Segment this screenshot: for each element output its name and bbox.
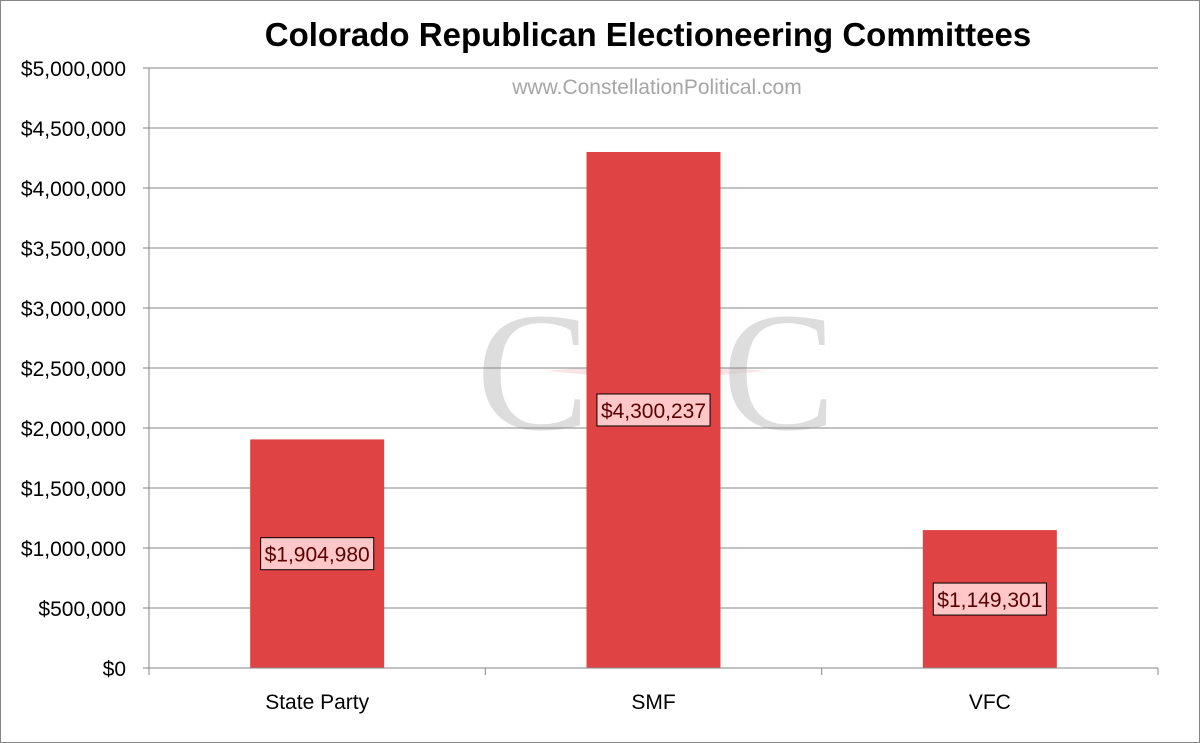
y-tick-label: $1,000,000 <box>21 538 126 561</box>
y-tick-label: $5,000,000 <box>21 58 126 81</box>
x-category-label: VFC <box>969 691 1011 714</box>
data-labels: $1,904,980 $4,300,237 $1,149,301 <box>260 393 1047 616</box>
data-label: $4,300,237 <box>596 393 711 427</box>
x-axis-category-labels: State Party SMF VFC <box>265 691 1011 714</box>
y-axis-tick-labels: $0 $500,000 $1,000,000 $1,500,000 $2,000,000… <box>21 58 126 681</box>
chart-title: Colorado Republican Electioneering Commi… <box>265 16 1031 53</box>
data-label-box <box>596 393 711 427</box>
data-label-box <box>932 582 1047 616</box>
chart-subtitle: www.ConstellationPolitical.com <box>511 76 801 99</box>
y-tick-label: $0 <box>103 658 126 681</box>
y-tick-label: $4,000,000 <box>21 178 126 201</box>
y-tick-label: $3,500,000 <box>21 238 126 261</box>
watermark-letter: C <box>722 278 835 466</box>
y-tick-label: $1,500,000 <box>21 478 126 501</box>
data-label-box <box>260 537 375 571</box>
axes <box>143 68 1159 675</box>
y-tick-label: $3,000,000 <box>21 298 126 321</box>
data-label-text: $1,904,980 <box>265 544 370 567</box>
data-label-text: $1,149,301 <box>937 589 1042 612</box>
data-label-text: $4,300,237 <box>601 400 706 423</box>
y-tick-label: $500,000 <box>38 598 126 621</box>
x-category-label: SMF <box>631 691 675 714</box>
y-tick-label: $4,500,000 <box>21 118 126 141</box>
y-tick-label: $2,500,000 <box>21 358 126 381</box>
x-category-label: State Party <box>265 691 369 714</box>
data-label: $1,904,980 <box>260 537 375 571</box>
data-label: $1,149,301 <box>932 582 1047 616</box>
y-tick-label: $2,000,000 <box>21 418 126 441</box>
watermark-letter: C <box>476 278 589 466</box>
